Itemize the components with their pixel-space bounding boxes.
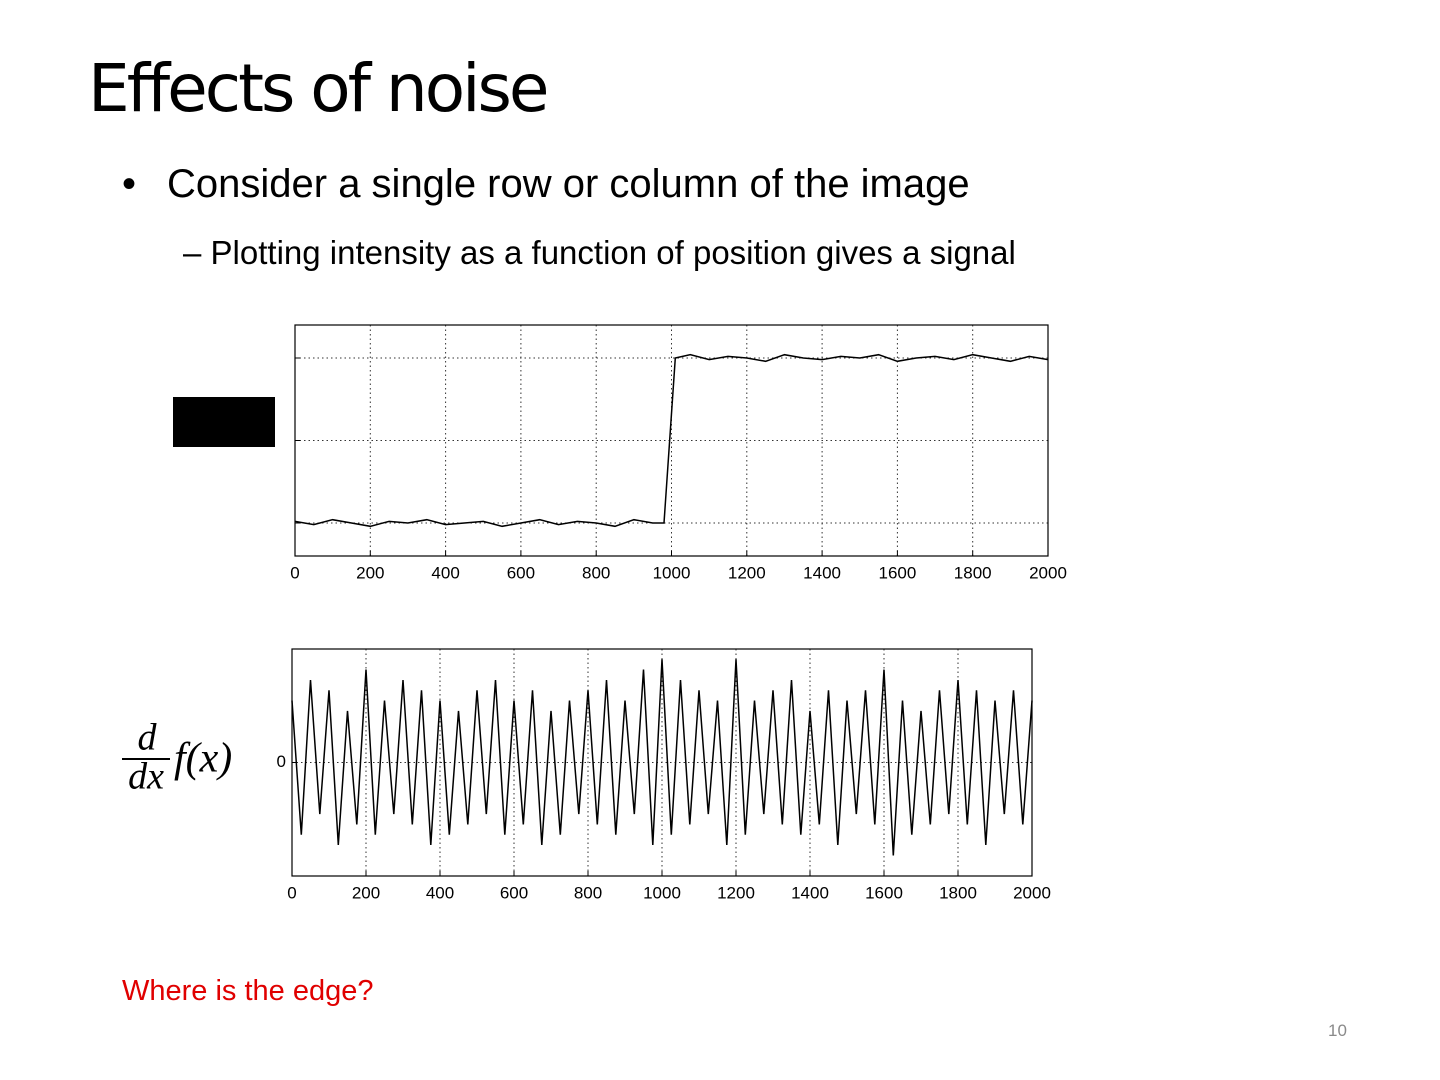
x-tick-label: 1600 <box>865 883 903 902</box>
signal-line <box>291 659 1033 856</box>
y-tick-label: 0 <box>277 752 286 771</box>
x-tick-label: 1800 <box>954 563 992 582</box>
x-tick-label: 0 <box>290 563 299 582</box>
sub-bullet-text: Plotting intensity as a function of posi… <box>210 234 1016 271</box>
x-tick-label: 2000 <box>1013 883 1051 902</box>
formula-denominator: dx <box>128 756 164 798</box>
x-tick-label: 1000 <box>653 563 691 582</box>
x-tick-label: 1600 <box>878 563 916 582</box>
x-tick-label: 600 <box>500 883 528 902</box>
plot-frame <box>294 324 1049 557</box>
x-tick-label: 800 <box>574 883 602 902</box>
formula-numerator: d <box>138 717 158 759</box>
x-tick-label: 2000 <box>1029 563 1067 582</box>
x-tick-label: 200 <box>356 563 384 582</box>
caption: Where is the edge? <box>122 975 374 1007</box>
x-tick-label: 200 <box>352 883 380 902</box>
sub-bullet: – Plotting intensity as a function of po… <box>183 234 1016 271</box>
x-tick-label: 400 <box>426 883 454 902</box>
x-tick-label: 600 <box>507 563 535 582</box>
signal-line <box>294 353 1049 528</box>
page-number: 10 <box>1328 1021 1347 1040</box>
x-tick-label: 0 <box>287 883 296 902</box>
black-patch <box>173 397 275 447</box>
plot-frame <box>291 648 1033 877</box>
x-tick-label: 1400 <box>791 883 829 902</box>
x-tick-label: 1400 <box>803 563 841 582</box>
x-tick-label: 1800 <box>939 883 977 902</box>
bullet: • Consider a single row or column of the … <box>122 162 970 206</box>
bullet-text: Consider a single row or column of the i… <box>167 162 970 206</box>
formula-function: f(x) <box>174 736 232 782</box>
slide-title: Effects of noise <box>88 50 549 127</box>
x-tick-label: 400 <box>431 563 459 582</box>
x-tick-label: 1200 <box>717 883 755 902</box>
x-tick-label: 800 <box>582 563 610 582</box>
x-tick-label: 1000 <box>643 883 681 902</box>
x-tick-label: 1200 <box>728 563 766 582</box>
